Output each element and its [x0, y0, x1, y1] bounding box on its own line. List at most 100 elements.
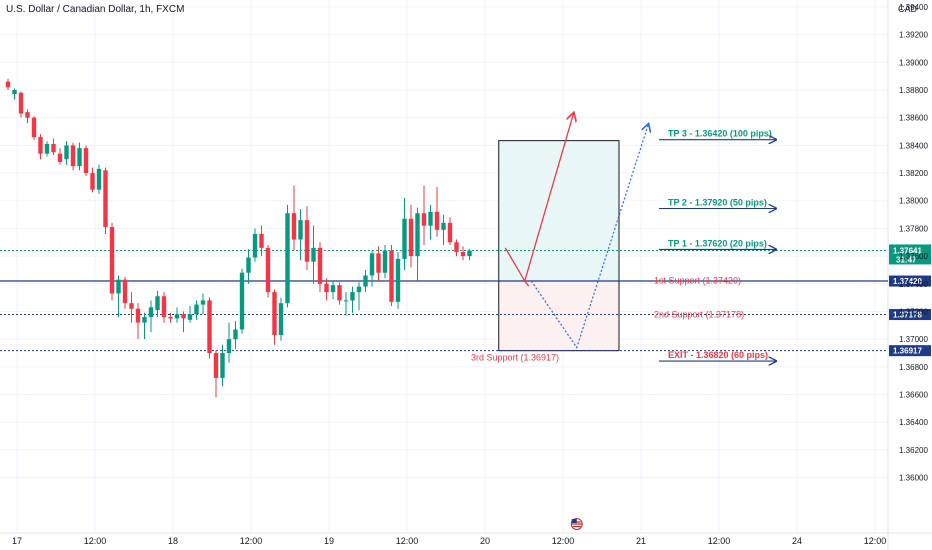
- candle-body: [259, 233, 264, 248]
- x-tick-label: 17: [12, 536, 22, 546]
- candle-body: [129, 303, 134, 309]
- candle-body: [109, 227, 115, 294]
- candle-body: [207, 300, 212, 354]
- annotation-label: 1st Support (1.37420): [654, 276, 741, 286]
- candle-body: [51, 143, 56, 153]
- candle-body: [389, 250, 394, 302]
- candle-body: [291, 213, 297, 240]
- candle-body: [200, 300, 206, 305]
- price-badge: [889, 275, 931, 287]
- candle-body: [330, 285, 336, 293]
- candle-body: [402, 218, 407, 259]
- y-tick-label: 1.39400: [899, 3, 928, 12]
- candle-body: [395, 258, 401, 302]
- candle-body: [460, 251, 466, 257]
- annotation-label: 2nd Support (1.37178): [654, 310, 744, 320]
- x-tick-label: 20: [480, 536, 490, 546]
- price-badge-label: 1.36917: [893, 347, 922, 356]
- loss-zone: [498, 281, 619, 351]
- candle-body: [122, 279, 128, 304]
- candle-body: [5, 81, 11, 88]
- candle-body: [148, 307, 154, 318]
- candle-body: [447, 222, 453, 243]
- y-tick-label: 1.36200: [899, 446, 928, 455]
- candle-body: [298, 220, 303, 240]
- candle-body: [155, 296, 160, 311]
- candle-body: [90, 173, 95, 190]
- candle-body: [83, 148, 89, 174]
- candle-body: [77, 148, 82, 167]
- candle-body: [369, 253, 375, 276]
- position-box-border: [498, 140, 620, 352]
- y-tick-label: 1.37600: [899, 252, 928, 261]
- price-badge: [889, 345, 931, 357]
- candle-body: [220, 353, 225, 378]
- candle-body: [343, 300, 349, 302]
- y-tick-label: 1.37400: [899, 280, 928, 289]
- x-tick-label: 24: [792, 536, 802, 546]
- annotation-label: EXIT - 1.36820 (60 pips): [668, 350, 768, 360]
- candle-body: [31, 117, 37, 138]
- candle-body: [304, 220, 310, 262]
- price-badge: [889, 244, 931, 265]
- candle-body: [408, 218, 414, 257]
- y-tick-label: 1.38400: [899, 141, 928, 150]
- price-badge: [889, 309, 931, 321]
- candle-body: [363, 275, 368, 287]
- candle-body: [70, 145, 76, 167]
- y-tick-label: 1.36000: [899, 474, 928, 483]
- y-tick-label: 1.39000: [899, 58, 928, 67]
- x-tick-label: 12:00: [708, 536, 731, 546]
- y-tick-label: 1.38600: [899, 114, 928, 123]
- price-badge-label: 1.37420: [893, 277, 922, 286]
- candle-body: [213, 353, 219, 378]
- candle-body: [44, 143, 50, 154]
- candle-body: [64, 145, 69, 160]
- candle-body: [350, 292, 355, 301]
- x-tick-label: 18: [168, 536, 178, 546]
- y-tick-label: 1.38000: [899, 197, 928, 206]
- annotation-label: 3rd Support (1.36917): [471, 353, 559, 363]
- candle-body: [285, 213, 290, 304]
- candle-body: [181, 314, 186, 319]
- candle-body: [142, 317, 147, 323]
- candle-body: [18, 92, 24, 114]
- candle-body: [337, 285, 342, 301]
- candle-body: [454, 242, 459, 252]
- candle-body: [226, 339, 232, 354]
- y-tick-label: 1.36800: [899, 363, 928, 372]
- chart-title: U.S. Dollar / Canadian Dollar, 1h, FXCM: [6, 4, 185, 15]
- y-tick-label: 1.37200: [899, 307, 928, 316]
- candle-body: [187, 314, 193, 320]
- candle-body: [265, 247, 271, 293]
- arrow-head-down: [524, 280, 530, 287]
- candle-body: [239, 272, 245, 330]
- candle-body: [135, 308, 141, 323]
- us-flag-icon: [570, 518, 583, 530]
- candle-body: [103, 170, 108, 228]
- candle-body: [272, 292, 277, 336]
- candle-body: [434, 211, 440, 230]
- y-tick-label: 1.37000: [899, 335, 928, 344]
- candle-body: [467, 250, 472, 257]
- candle-body: [278, 303, 284, 336]
- projected-path-arrow: [530, 125, 648, 349]
- annotation-label: TP 1 - 1.37620 (20 pips): [668, 238, 767, 248]
- annotation-label: TP 3 - 1.36420 (100 pips): [668, 129, 772, 139]
- annotation-label: TP 2 - 1.37920 (50 pips): [668, 197, 767, 207]
- candle-body: [25, 112, 30, 118]
- candle-body: [382, 250, 388, 273]
- candle-body: [168, 317, 173, 319]
- x-tick-label: 12:00: [84, 536, 107, 546]
- candle-body: [96, 168, 102, 190]
- x-tick-label: 12:00: [240, 536, 263, 546]
- candle-body: [441, 222, 446, 230]
- y-tick-label: 1.36400: [899, 418, 928, 427]
- x-tick-label: 12:00: [552, 536, 575, 546]
- candle-body: [252, 233, 258, 258]
- candle-body: [311, 247, 316, 262]
- candle-body: [415, 213, 420, 257]
- candle-body: [161, 296, 167, 318]
